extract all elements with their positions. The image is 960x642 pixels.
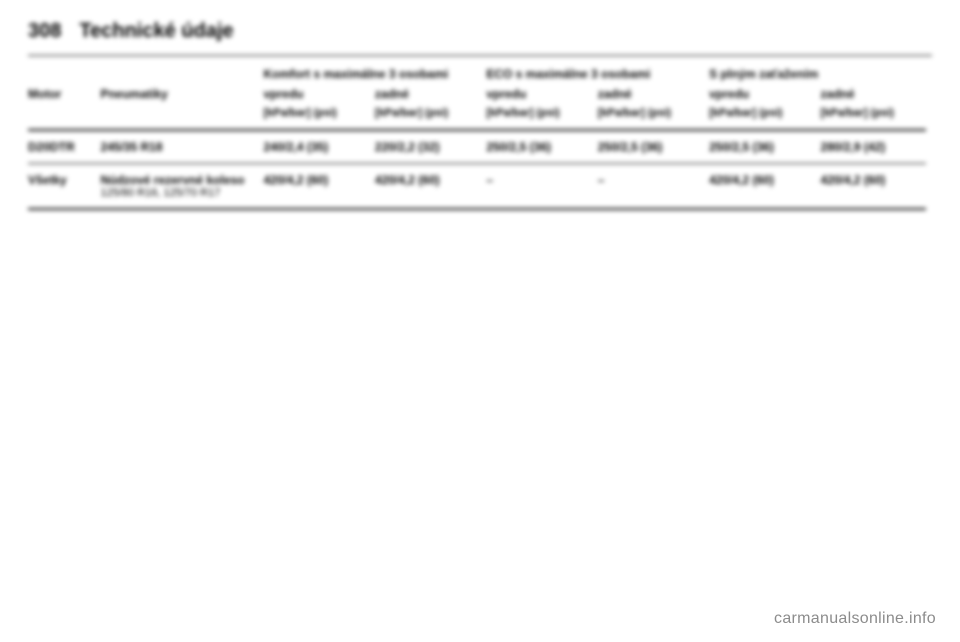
col-label-engine: Motor xyxy=(28,84,100,104)
unit-label: [kPa/bar] (psi) xyxy=(709,104,820,126)
cell-value: – xyxy=(598,167,709,205)
group-header-comfort: Komfort s maximálne 3 osobami xyxy=(264,64,487,84)
unit-label: [kPa/bar] (psi) xyxy=(486,104,597,126)
tire-pressure-table: Komfort s maximálne 3 osobami ECO s maxi… xyxy=(28,64,932,213)
unit-label: [kPa/bar] (psi) xyxy=(375,104,486,126)
tire-main: 245/35 R18 xyxy=(100,140,162,154)
divider-row xyxy=(28,205,932,213)
page-header: 308 Technické údaje xyxy=(28,20,932,43)
unit-label: [kPa/bar] (psi) xyxy=(264,104,375,126)
table-row: Všetky Núdzové rezervné koleso 125/80 R1… xyxy=(28,167,932,205)
table-sub-header-row: Motor Pneumatiky vpredu zadné vpredu zad… xyxy=(28,84,932,104)
divider-row xyxy=(28,160,932,167)
sub-header-rear: zadné xyxy=(598,84,709,104)
cell-value: 220/2,2 (32) xyxy=(375,134,486,160)
page-content: 308 Technické údaje Komfort s maximálne … xyxy=(0,0,960,642)
sub-header-rear: zadné xyxy=(821,84,932,104)
cell-value: 420/4,2 (60) xyxy=(375,167,486,205)
cell-value: 250/2,5 (36) xyxy=(598,134,709,160)
cell-engine: Všetky xyxy=(28,167,100,205)
cell-value: 250/2,5 (36) xyxy=(709,134,820,160)
table-divider xyxy=(28,208,926,210)
tire-main: Núdzové rezervné koleso xyxy=(100,173,244,187)
sub-header-rear: zadné xyxy=(375,84,486,104)
cell-tire: Núdzové rezervné koleso 125/80 R16, 125/… xyxy=(100,167,263,205)
cell-value: 420/4,2 (60) xyxy=(709,167,820,205)
tire-sub: 125/80 R16, 125/70 R17 xyxy=(100,187,257,199)
watermark: carmanualsonline.info xyxy=(774,610,936,628)
table-row: D20DTR 245/35 R18 240/2,4 (35) 220/2,2 (… xyxy=(28,134,932,160)
table-divider xyxy=(28,163,926,164)
group-header-eco: ECO s maximálne 3 osobami xyxy=(486,64,709,84)
sub-header-front: vpredu xyxy=(709,84,820,104)
divider-row xyxy=(28,126,932,134)
group-header-full: S plným zaťažením xyxy=(709,64,932,84)
cell-value: 420/4,2 (60) xyxy=(264,167,375,205)
sub-header-front: vpredu xyxy=(264,84,375,104)
sub-header-front: vpredu xyxy=(486,84,597,104)
cell-value: 280/2,9 (42) xyxy=(821,134,932,160)
cell-value: 420/4,2 (60) xyxy=(821,167,932,205)
chapter-title: Technické údaje xyxy=(79,20,233,43)
table-group-header-row: Komfort s maximálne 3 osobami ECO s maxi… xyxy=(28,64,932,84)
page-number: 308 xyxy=(28,20,61,43)
header-divider xyxy=(28,55,932,56)
col-label-tires: Pneumatiky xyxy=(100,84,263,104)
table-divider xyxy=(28,129,926,131)
unit-label: [kPa/bar] (psi) xyxy=(598,104,709,126)
table-unit-row: [kPa/bar] (psi) [kPa/bar] (psi) [kPa/bar… xyxy=(28,104,932,126)
unit-label: [kPa/bar] (psi) xyxy=(821,104,932,126)
cell-value: – xyxy=(486,167,597,205)
cell-value: 240/2,4 (35) xyxy=(264,134,375,160)
cell-engine: D20DTR xyxy=(28,134,100,160)
cell-tire: 245/35 R18 xyxy=(100,134,263,160)
cell-value: 250/2,5 (36) xyxy=(486,134,597,160)
